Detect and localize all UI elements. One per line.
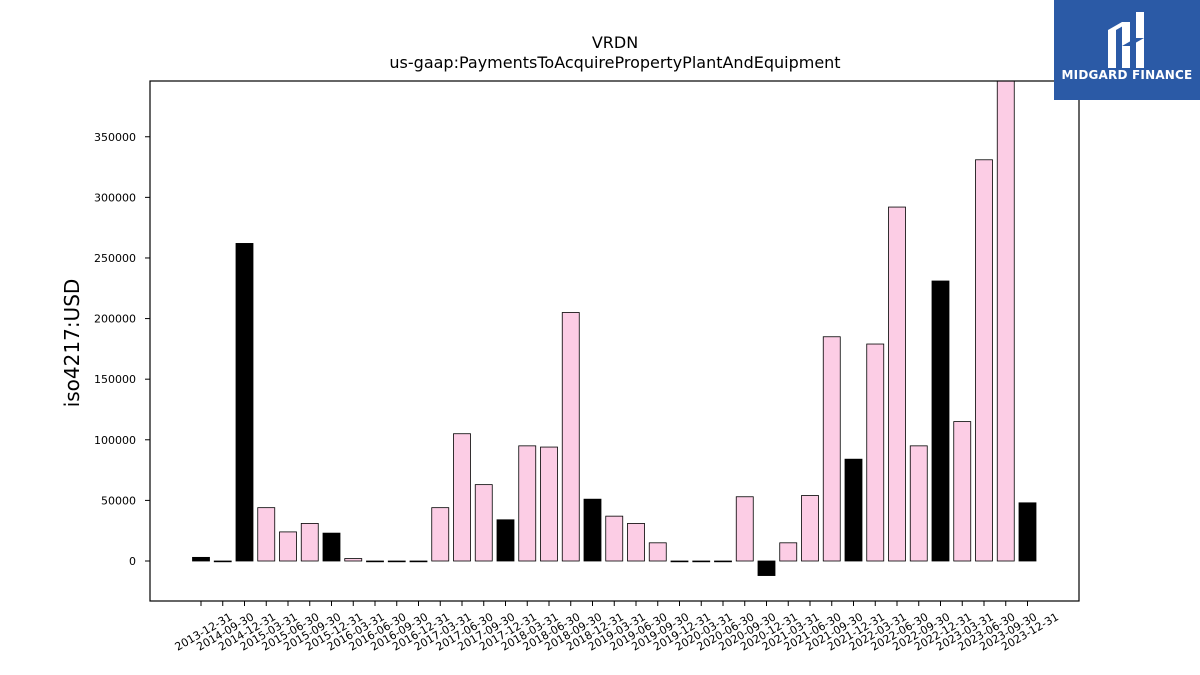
bar-2017-09-30 bbox=[474, 484, 493, 562]
bar-2021-12-31 bbox=[844, 458, 863, 562]
y-tick-label: 350000 bbox=[94, 131, 136, 144]
bar-2015-09-30 bbox=[300, 523, 319, 562]
bar-2023-06-30 bbox=[975, 159, 993, 562]
y-tick-label: 50000 bbox=[101, 494, 136, 507]
y-tick-label: 300000 bbox=[94, 191, 136, 204]
bar-2022-06-30 bbox=[888, 206, 906, 562]
bar-2021-03-31 bbox=[779, 542, 798, 562]
chart-subtitle: us-gaap:PaymentsToAcquirePropertyPlantAn… bbox=[389, 53, 840, 72]
bar-2020-09-30 bbox=[735, 496, 754, 562]
bar-2017-12-31 bbox=[496, 519, 515, 562]
bar-2014-12-31 bbox=[235, 243, 254, 562]
y-tick-label: 250000 bbox=[94, 252, 136, 265]
bar-2016-03-31 bbox=[344, 558, 363, 562]
bar-2019-09-30 bbox=[648, 542, 667, 562]
bar-2020-12-31 bbox=[757, 560, 776, 576]
y-tick-label: 0 bbox=[129, 555, 136, 568]
bar-2018-03-31 bbox=[518, 445, 537, 562]
bar-2016-06-30 bbox=[366, 560, 384, 563]
bar-2021-06-30 bbox=[801, 495, 819, 562]
bar-2015-12-31 bbox=[322, 532, 341, 562]
y-tick-label: 100000 bbox=[94, 434, 136, 447]
bar-2023-09-30 bbox=[996, 80, 1015, 562]
bar-2022-03-31 bbox=[866, 343, 885, 562]
bar-2018-06-30 bbox=[540, 446, 558, 562]
bar-2022-12-31 bbox=[931, 280, 950, 562]
bar-2019-12-31 bbox=[670, 560, 689, 563]
bar-2020-03-31 bbox=[692, 560, 711, 563]
bar-2019-06-30 bbox=[627, 523, 645, 562]
bar-2017-06-30 bbox=[453, 433, 471, 562]
bar-2014-09-30 bbox=[213, 560, 232, 563]
bar-2023-12-31 bbox=[1018, 502, 1037, 562]
logo-text: MIDGARD FINANCE bbox=[1061, 68, 1193, 82]
bar-2017-03-31 bbox=[431, 507, 450, 562]
bar-2016-09-30 bbox=[387, 560, 406, 563]
bar-2022-09-30 bbox=[909, 445, 928, 562]
y-axis-label: iso4217:USD bbox=[60, 279, 84, 408]
y-tick-label: 200000 bbox=[94, 313, 136, 326]
bar-2018-09-30 bbox=[561, 312, 580, 562]
bar-2021-09-30 bbox=[822, 336, 841, 562]
chart-title: VRDN bbox=[592, 33, 638, 52]
bar-2015-06-30 bbox=[279, 531, 297, 562]
bar-2019-03-31 bbox=[605, 515, 624, 562]
bar-2023-03-31 bbox=[953, 421, 972, 562]
bar-2016-12-31 bbox=[409, 560, 428, 563]
bar-2020-06-30 bbox=[714, 560, 732, 563]
bar-2015-03-31 bbox=[257, 507, 276, 562]
plot-frame bbox=[149, 80, 1080, 602]
y-tick-label: 150000 bbox=[94, 373, 136, 386]
bar-2013-12-31 bbox=[192, 556, 210, 562]
logo-mark-icon bbox=[1108, 12, 1144, 68]
midgard-finance-logo: MIDGARD FINANCE bbox=[1054, 0, 1200, 100]
bar-2018-12-31 bbox=[583, 498, 602, 562]
